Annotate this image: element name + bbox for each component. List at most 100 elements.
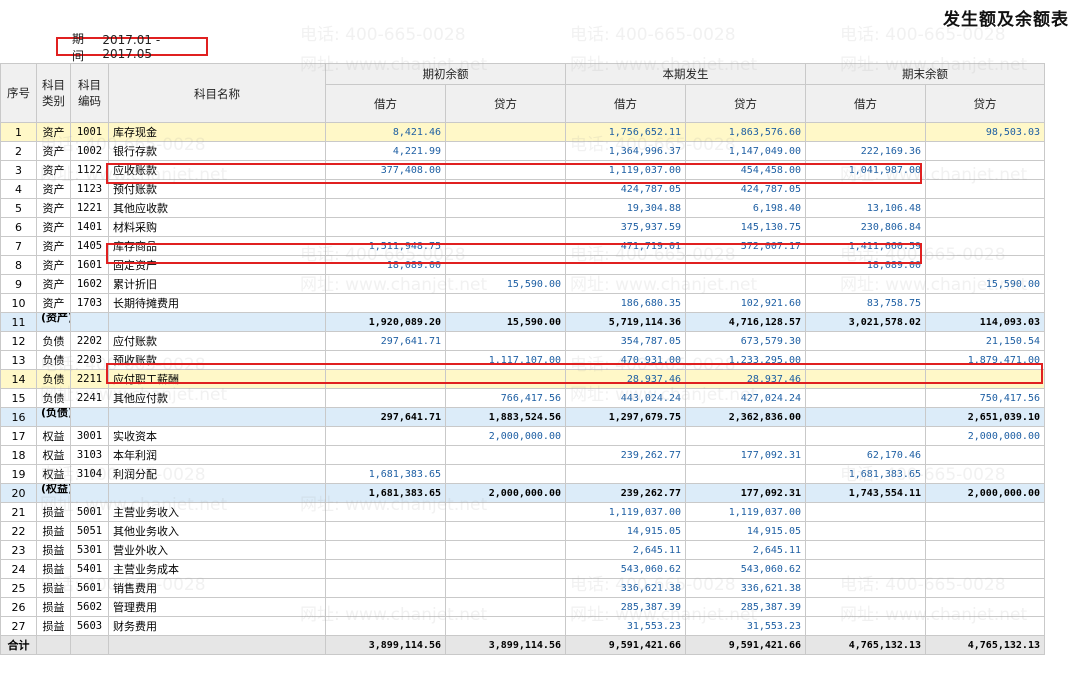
- table-row[interactable]: 20 (权益) 1,681,383.65 2,000,000.00 239,262.77…: [0, 483, 1045, 503]
- row-current-credit: 1,147,049.00: [685, 141, 806, 161]
- table-row[interactable]: 24 损益 5401 主营业务成本 543,060.62 543,060.62: [0, 559, 1045, 579]
- row-category: 资产: [36, 236, 71, 256]
- row-opening-debit: 297,641.71: [325, 407, 446, 427]
- row-current-credit: 1,863,576.60: [685, 122, 806, 142]
- row-seq: 21: [0, 502, 37, 522]
- table-row[interactable]: 2 资产 1002 银行存款 4,221.99 1,364,996.37 1,147,049…: [0, 141, 1045, 161]
- row-closing-credit: [925, 597, 1045, 617]
- row-category: 资产: [36, 217, 71, 237]
- row-category: 负债: [36, 331, 71, 351]
- row-name: 其他业务收入: [108, 521, 326, 541]
- row-current-debit: 1,119,037.00: [565, 160, 686, 180]
- row-closing-credit: [925, 369, 1045, 389]
- row-opening-debit: 297,641.71: [325, 331, 446, 351]
- table-row[interactable]: 3 资产 1122 应收账款 377,408.00 1,119,037.00 454,458…: [0, 160, 1045, 180]
- row-opening-credit: [445, 141, 566, 161]
- period-filter[interactable]: 期间 2017.01 - 2017.05: [56, 32, 208, 63]
- row-name: 实收资本: [108, 426, 326, 446]
- row-current-debit: [565, 464, 686, 484]
- table-row[interactable]: 12 负债 2202 应付账款 297,641.71 354,787.05 673,579.…: [0, 331, 1045, 351]
- header-opening-credit: 贷方: [445, 84, 566, 123]
- row-category: 损益: [36, 616, 71, 636]
- row-closing-debit: [805, 274, 926, 294]
- row-name: 应付账款: [108, 331, 326, 351]
- row-closing-credit: [925, 540, 1045, 560]
- table-row[interactable]: 16 (负债) 297,641.71 1,883,524.56 1,297,679.75…: [0, 407, 1045, 427]
- row-current-debit: 14,915.05: [565, 521, 686, 541]
- row-opening-credit: [445, 236, 566, 256]
- row-code: 1221: [70, 198, 109, 218]
- table-row[interactable]: 26 损益 5602 管理费用 285,387.39 285,387.39: [0, 597, 1045, 617]
- total-empty-cell: [36, 635, 71, 655]
- row-category: 资产: [36, 293, 71, 313]
- row-opening-credit: [445, 369, 566, 389]
- row-code: 2211: [70, 369, 109, 389]
- row-closing-credit: 2,651,039.10: [925, 407, 1045, 427]
- row-opening-debit: [325, 426, 446, 446]
- row-category: 资产: [36, 160, 71, 180]
- table-row[interactable]: 10 资产 1703 长期待摊费用 186,680.35 102,921.60 83,758…: [0, 293, 1045, 313]
- row-seq: 5: [0, 198, 37, 218]
- header-current-debit: 借方: [565, 84, 686, 123]
- row-closing-credit: 15,590.00: [925, 274, 1045, 294]
- row-opening-credit: 2,000,000.00: [445, 426, 566, 446]
- row-opening-debit: 1,511,948.75: [325, 236, 446, 256]
- table-row[interactable]: 19 权益 3104 利润分配 1,681,383.65 1,681,383.65: [0, 464, 1045, 484]
- table-row[interactable]: 5 资产 1221 其他应收款 19,304.88 6,198.40 13,106.48: [0, 198, 1045, 218]
- table-row[interactable]: 6 资产 1401 材料采购 375,937.59 145,130.75 230,806.8…: [0, 217, 1045, 237]
- table-row[interactable]: 7 资产 1405 库存商品 1,511,948.75 471,719.01 572,007…: [0, 236, 1045, 256]
- row-closing-credit: [925, 445, 1045, 465]
- row-closing-debit: [805, 407, 926, 427]
- table-row[interactable]: 14 负债 2211 应付职工薪酬 28,937.46 28,937.46: [0, 369, 1045, 389]
- row-closing-debit: [805, 426, 926, 446]
- total-closing-debit: 4,765,132.13: [805, 635, 926, 655]
- table-row[interactable]: 18 权益 3103 本年利润 239,262.77 177,092.31 62,170.4…: [0, 445, 1045, 465]
- row-opening-debit: [325, 369, 446, 389]
- row-category: 负债: [36, 388, 71, 408]
- table-row[interactable]: 27 损益 5603 财务费用 31,553.23 31,553.23: [0, 616, 1045, 636]
- table-row[interactable]: 21 损益 5001 主营业务收入 1,119,037.00 1,119,037.00: [0, 502, 1045, 522]
- header-closing: 期末余额: [805, 63, 1045, 85]
- row-current-debit: 5,719,114.36: [565, 312, 686, 332]
- table-row[interactable]: 25 损益 5601 销售费用 336,621.38 336,621.38: [0, 578, 1045, 598]
- row-seq: 1: [0, 122, 37, 142]
- row-current-credit: 1,119,037.00: [685, 502, 806, 522]
- row-opening-credit: 15,590.00: [445, 274, 566, 294]
- row-name: 材料采购: [108, 217, 326, 237]
- table-row[interactable]: 4 资产 1123 预付账款 424,787.05 424,787.05: [0, 179, 1045, 199]
- table-row[interactable]: 17 权益 3001 实收资本 2,000,000.00 2,000,000.00: [0, 426, 1045, 446]
- table-row[interactable]: 9 资产 1602 累计折旧 15,590.00 15,590.00: [0, 274, 1045, 294]
- row-code: 5001: [70, 502, 109, 522]
- row-seq: 27: [0, 616, 37, 636]
- row-opening-credit: [445, 217, 566, 237]
- row-code: 5051: [70, 521, 109, 541]
- row-opening-credit: [445, 464, 566, 484]
- table-row[interactable]: 22 损益 5051 其他业务收入 14,915.05 14,915.05: [0, 521, 1045, 541]
- row-opening-debit: 1,681,383.65: [325, 464, 446, 484]
- row-closing-credit: [925, 293, 1045, 313]
- header-opening: 期初余额: [325, 63, 566, 85]
- row-opening-credit: 2,000,000.00: [445, 483, 566, 503]
- table-row[interactable]: 23 损益 5301 营业外收入 2,645.11 2,645.11: [0, 540, 1045, 560]
- row-code: [70, 407, 109, 427]
- row-current-debit: 1,297,679.75: [565, 407, 686, 427]
- row-opening-debit: [325, 179, 446, 199]
- table-row[interactable]: 8 资产 1601 固定资产 18,089.00 18,089.00: [0, 255, 1045, 275]
- row-current-credit: 285,387.39: [685, 597, 806, 617]
- total-opening-credit: 3,899,114.56: [445, 635, 566, 655]
- table-row[interactable]: 15 负债 2241 其他应付款 766,417.56 443,024.24 427,024…: [0, 388, 1045, 408]
- row-name: 利润分配: [108, 464, 326, 484]
- row-opening-debit: [325, 502, 446, 522]
- row-opening-debit: [325, 350, 446, 370]
- row-closing-credit: 2,000,000.00: [925, 426, 1045, 446]
- row-current-credit: 2,645.11: [685, 540, 806, 560]
- table-row[interactable]: 11 (资产) 1,920,089.20 15,590.00 5,719,114.36 4…: [0, 312, 1045, 332]
- table-row[interactable]: 1 资产 1001 库存现金 8,421.46 1,756,652.11 1,863,576…: [0, 122, 1045, 142]
- row-closing-debit: [805, 388, 926, 408]
- row-opening-debit: [325, 274, 446, 294]
- row-closing-debit: [805, 597, 926, 617]
- row-name: 预收账款: [108, 350, 326, 370]
- table-row[interactable]: 13 负债 2203 预收账款 1,117,107.00 470,931.00 1,233,…: [0, 350, 1045, 370]
- row-current-credit: 4,716,128.57: [685, 312, 806, 332]
- row-current-debit: 424,787.05: [565, 179, 686, 199]
